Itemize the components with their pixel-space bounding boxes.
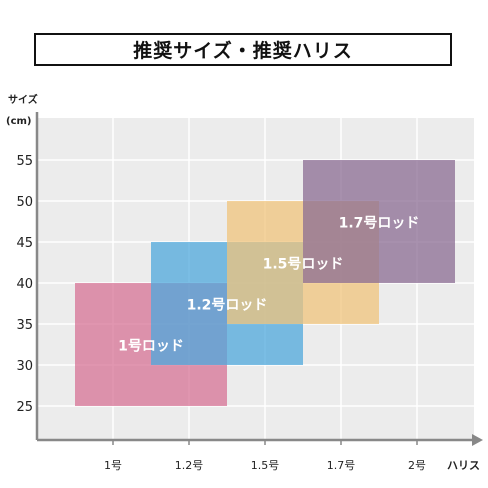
y-tick-label: 55: [16, 154, 33, 169]
y-tick-label: 45: [16, 236, 33, 251]
x-axis-arrow: [472, 434, 483, 446]
x-tick-label: 2号: [408, 459, 426, 472]
y-tick-label: 50: [16, 195, 33, 210]
x-tick-label: 1.5号: [251, 459, 280, 472]
x-tick-label: 1.2号: [175, 459, 204, 472]
y-tick-label: 30: [16, 359, 33, 374]
range-bar-label-4: 1.7号ロッド: [339, 216, 420, 232]
y-tick-label: 40: [16, 277, 33, 292]
range-bar-label-2: 1.2号ロッド: [187, 298, 268, 314]
x-tick-label: 1.7号: [327, 459, 356, 472]
x-axis-label: ハリス: [447, 459, 480, 472]
y-tick-label: 25: [16, 400, 33, 415]
range-bar-4: [303, 160, 455, 283]
y-axis-label-line2: (cm): [6, 116, 32, 127]
range-bar-label-1: 1号ロッド: [118, 339, 184, 355]
y-tick-label: 35: [16, 318, 33, 333]
range-bar-label-3: 1.5号ロッド: [263, 257, 344, 273]
chart-title-box: 推奨サイズ・推奨ハリス: [34, 33, 452, 66]
x-tick-label: 1号: [104, 459, 122, 472]
chart-title: 推奨サイズ・推奨ハリス: [133, 40, 353, 62]
y-axis-label-line1: サイズ: [8, 93, 38, 106]
